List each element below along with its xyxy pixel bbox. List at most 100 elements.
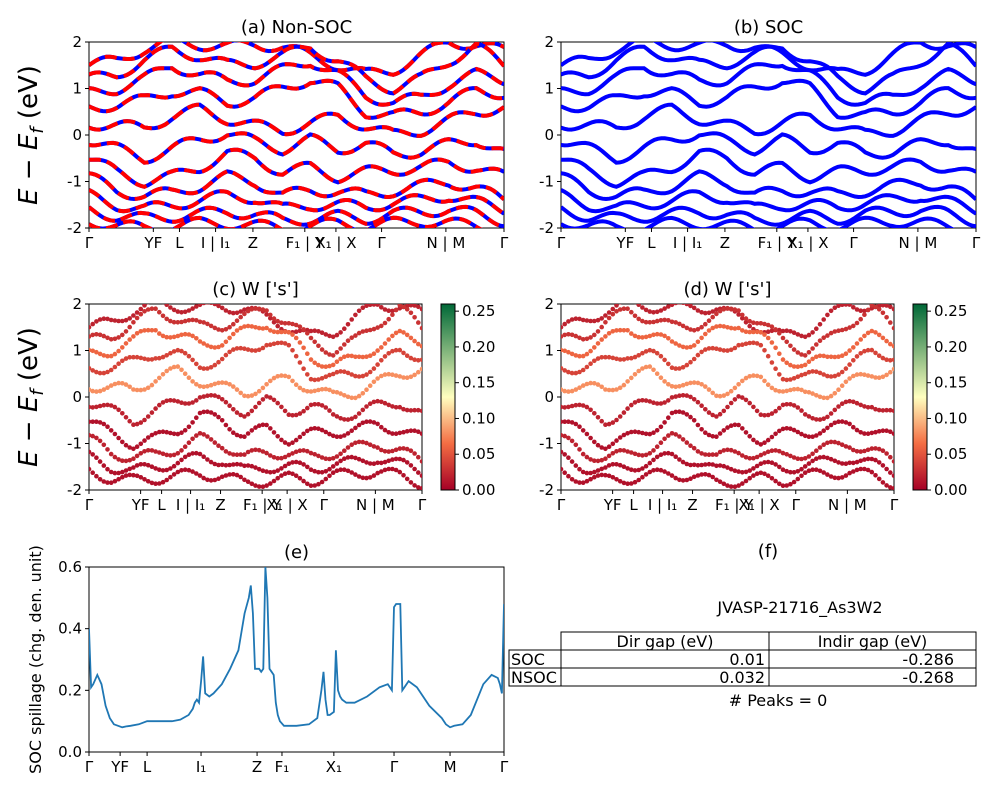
band-point: [382, 307, 388, 312]
band-point: [873, 406, 878, 412]
band-point: [828, 439, 834, 445]
band-point: [851, 469, 856, 474]
band-point: [828, 308, 834, 314]
band-point: [854, 467, 860, 473]
band-point: [301, 431, 306, 437]
band-point: [97, 420, 103, 425]
band-point: [732, 484, 738, 490]
band-point: [190, 451, 195, 456]
band-point: [651, 468, 656, 473]
band-point: [97, 438, 103, 444]
band-point: [740, 312, 745, 318]
band-point: [603, 320, 608, 325]
band-point: [120, 358, 125, 364]
band-point: [710, 390, 715, 396]
band-point: [290, 348, 295, 353]
x-tick-label: YF: [603, 496, 622, 514]
band-point: [316, 362, 321, 368]
band-point: [290, 471, 295, 477]
band-point: [573, 442, 579, 448]
band-point: [138, 329, 144, 334]
band-point: [382, 449, 388, 454]
band-point: [360, 373, 366, 379]
band-point: [847, 445, 852, 450]
band-point: [640, 453, 645, 458]
band-point: [419, 408, 422, 414]
band-point: [839, 401, 845, 407]
band-point: [758, 412, 764, 418]
band-point: [666, 318, 671, 323]
band-point: [592, 345, 597, 350]
band-point: [186, 452, 192, 458]
band-point: [880, 374, 886, 380]
band-point: [404, 332, 410, 338]
band-point: [319, 479, 325, 485]
band-point: [375, 325, 380, 330]
band-point: [397, 456, 403, 462]
band-point: [297, 434, 303, 440]
band-point: [643, 398, 649, 403]
band-point: [145, 462, 151, 468]
band-point: [393, 307, 399, 313]
band-point: [666, 361, 671, 367]
band-point: [891, 486, 894, 490]
band-point: [197, 304, 203, 308]
band-point: [253, 306, 258, 311]
band-point: [680, 393, 686, 398]
band-point: [825, 333, 830, 338]
band-point: [584, 470, 590, 476]
band-point: [404, 407, 410, 413]
band-point: [629, 429, 634, 435]
band-point: [640, 430, 645, 436]
band-point: [684, 381, 690, 387]
band-point: [245, 449, 251, 455]
band-point: [751, 455, 756, 461]
band-point: [843, 461, 849, 467]
band-point: [562, 433, 567, 439]
band-point: [732, 449, 738, 454]
band-point: [862, 404, 867, 409]
band-point: [105, 447, 110, 452]
band-point: [353, 395, 358, 401]
band-point: [695, 352, 701, 358]
band-point: [142, 438, 147, 443]
band-point: [577, 447, 582, 452]
band-point: [662, 306, 667, 311]
x-tick-label: I | I₁: [176, 496, 205, 514]
band-line: [561, 188, 976, 216]
band-point: [825, 440, 830, 446]
plot-area: [89, 567, 504, 729]
band-point: [777, 331, 782, 336]
band-point: [643, 334, 649, 340]
band-point: [234, 410, 240, 415]
band-point: [364, 440, 369, 446]
band-point: [710, 412, 715, 418]
band-point: [580, 383, 586, 388]
band-point: [802, 412, 808, 417]
x-tick-label: Γ: [390, 758, 399, 776]
band-point: [847, 304, 852, 307]
band-point: [595, 473, 601, 478]
band-point: [577, 316, 582, 322]
band-point: [740, 481, 745, 486]
band-point: [732, 422, 738, 428]
band-point: [799, 333, 804, 339]
band-point: [268, 378, 273, 384]
band-point: [743, 430, 749, 435]
band-point: [573, 316, 579, 322]
band-point: [416, 369, 421, 375]
band-point: [271, 375, 277, 381]
band-point: [279, 437, 284, 443]
band-point: [134, 310, 140, 315]
band-point: [736, 308, 741, 313]
band-point: [201, 394, 206, 399]
band-point: [219, 380, 225, 385]
band-point: [194, 471, 199, 476]
band-point: [851, 399, 856, 405]
band-point: [190, 436, 195, 442]
band-point: [714, 393, 719, 399]
band-point: [643, 349, 649, 354]
band-point: [677, 321, 682, 327]
x-tick-label: X₁: [326, 758, 342, 776]
band-point: [301, 448, 306, 453]
